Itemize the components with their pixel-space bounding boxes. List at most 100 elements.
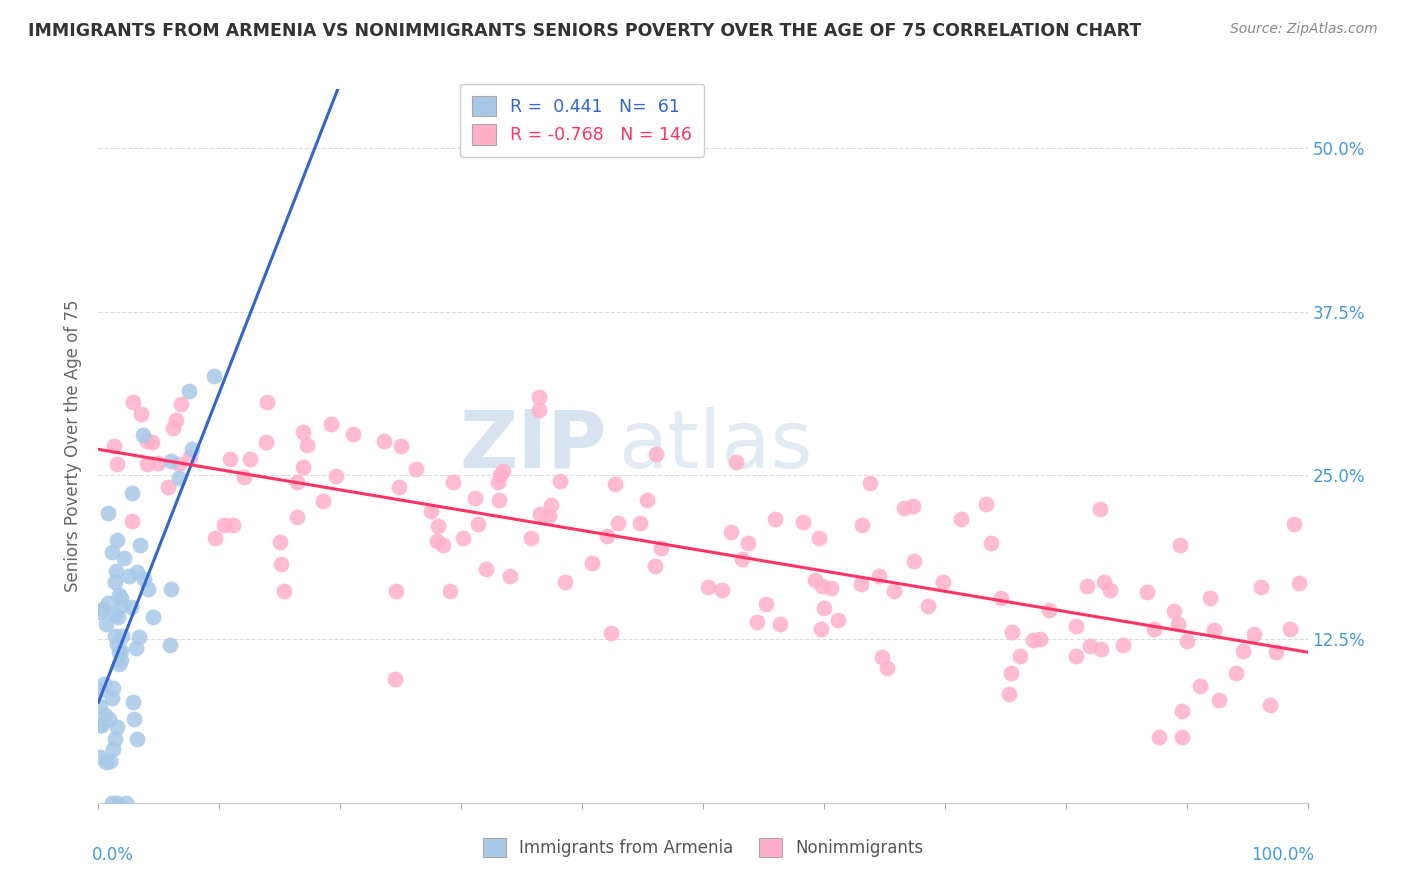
Point (97, 506, 120, 520)
Point (148, 456, 170, 470)
Point (129, 407, 152, 421)
Point (291, 425, 314, 439)
Point (159, 638, 181, 652)
Point (903, 500, 925, 514)
Point (697, 580, 720, 594)
Point (167, 457, 190, 471)
Point (170, 397, 193, 411)
Point (111, 599, 134, 613)
Legend: Immigrants from Armenia, Nonimmigrants: Immigrants from Armenia, Nonimmigrants (474, 830, 932, 866)
Point (883, 584, 905, 599)
Point (90, 718, 112, 732)
Point (827, 613, 849, 627)
Point (755, 597, 778, 611)
Text: IMMIGRANTS FROM ARMENIA VS NONIMMIGRANTS SENIORS POVERTY OVER THE AGE OF 75 CORR: IMMIGRANTS FROM ARMENIA VS NONIMMIGRANTS… (28, 22, 1142, 40)
Point (388, 480, 411, 494)
Point (181, 442, 204, 457)
Point (105, 533, 128, 548)
Point (103, 439, 125, 453)
Point (219, 452, 242, 467)
Point (94, 708, 117, 723)
Point (548, 474, 571, 488)
Point (1163, 604, 1185, 618)
Point (1232, 644, 1254, 658)
Point (104, 629, 127, 643)
Point (108, 645, 131, 659)
Point (136, 582, 159, 596)
Point (520, 531, 543, 545)
Point (554, 574, 576, 589)
Point (103, 574, 125, 589)
Y-axis label: Seniors Poverty Over the Age of 75: Seniors Poverty Over the Age of 75 (65, 300, 83, 592)
Point (1143, 622, 1166, 636)
Point (851, 517, 873, 532)
Point (177, 384, 200, 399)
Point (1250, 581, 1272, 595)
Point (104, 731, 127, 746)
Point (917, 599, 939, 613)
Point (135, 457, 157, 471)
Point (1175, 634, 1198, 648)
Point (807, 531, 830, 545)
Point (121, 514, 143, 528)
Point (312, 494, 335, 508)
Point (893, 500, 915, 515)
Point (141, 434, 163, 449)
Point (90, 683, 112, 698)
Point (1092, 574, 1115, 589)
Point (467, 517, 489, 532)
Point (129, 538, 152, 552)
Point (101, 690, 124, 705)
Point (96, 616, 118, 631)
Point (1171, 731, 1194, 745)
Point (125, 565, 148, 579)
Point (101, 544, 124, 558)
Point (1225, 665, 1247, 680)
Point (1258, 698, 1281, 713)
Point (156, 479, 179, 493)
Point (232, 470, 254, 484)
Point (110, 653, 132, 667)
Point (1264, 644, 1286, 658)
Point (269, 534, 291, 549)
Point (100, 796, 122, 810)
Point (179, 450, 201, 464)
Point (529, 507, 551, 521)
Point (540, 499, 562, 513)
Point (792, 516, 814, 530)
Point (121, 485, 143, 500)
Point (108, 657, 131, 671)
Point (104, 564, 127, 578)
Point (202, 368, 225, 383)
Point (124, 712, 146, 726)
Point (291, 460, 314, 475)
Point (104, 608, 127, 623)
Point (600, 625, 623, 640)
Point (1098, 583, 1121, 598)
Point (110, 591, 132, 605)
Point (118, 569, 141, 583)
Point (813, 600, 835, 615)
Point (1076, 579, 1098, 593)
Point (384, 673, 406, 687)
Point (432, 538, 454, 552)
Point (1208, 693, 1230, 707)
Point (93, 677, 115, 691)
Point (1010, 649, 1032, 664)
Point (319, 417, 342, 431)
Point (108, 588, 131, 602)
Point (273, 583, 295, 598)
Point (931, 575, 953, 590)
Point (763, 512, 786, 526)
Point (650, 541, 672, 556)
Point (720, 524, 742, 539)
Point (1168, 538, 1191, 552)
Point (373, 434, 395, 449)
Point (1029, 632, 1052, 647)
Point (870, 649, 893, 664)
Point (98, 754, 121, 768)
Point (97, 712, 120, 726)
Point (131, 428, 153, 442)
Point (849, 577, 872, 591)
Point (710, 582, 733, 597)
